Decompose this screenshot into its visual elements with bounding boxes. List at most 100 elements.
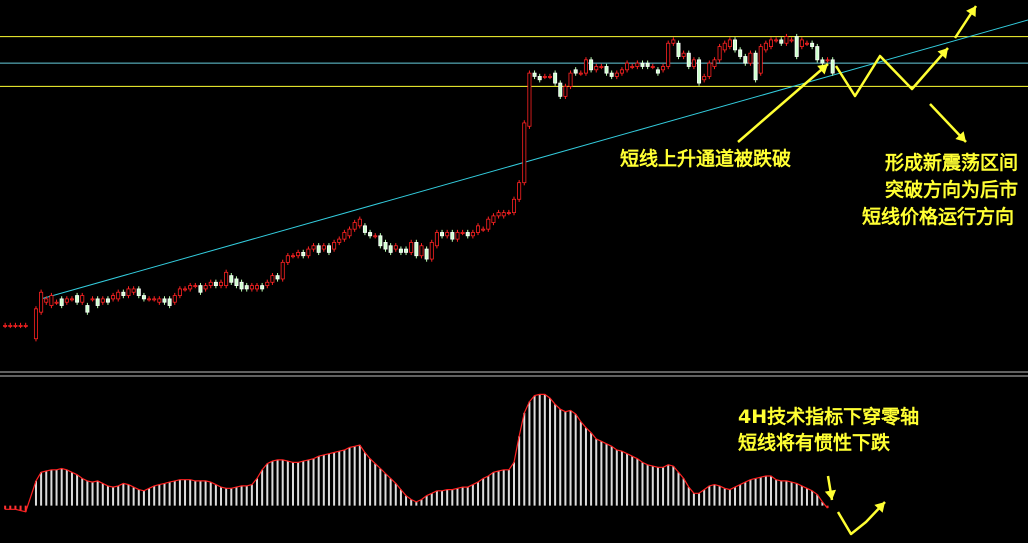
candle-body — [743, 56, 748, 64]
candle-body — [95, 298, 100, 306]
candle-body — [804, 42, 809, 45]
candle-body — [722, 42, 727, 51]
candle-body — [152, 298, 157, 301]
candle-body — [326, 245, 331, 253]
candle-body — [671, 39, 676, 44]
projected-path-arrow — [834, 47, 949, 98]
candle-body — [105, 298, 110, 303]
candle-body — [301, 251, 306, 257]
candle-body — [794, 36, 799, 57]
candle-body — [378, 235, 383, 247]
candle-body — [727, 39, 732, 47]
candle-body — [522, 122, 527, 184]
candle-body — [527, 72, 532, 127]
candle-body — [147, 298, 152, 301]
candle-body — [532, 72, 537, 77]
candle-body — [239, 281, 244, 290]
candle-body — [100, 298, 105, 303]
candle-body — [784, 36, 789, 44]
candle-body — [183, 288, 188, 291]
candle-body — [270, 275, 275, 283]
candle-body — [33, 308, 38, 340]
candle-body — [3, 325, 8, 327]
candle-body — [465, 232, 470, 237]
candle-body — [481, 228, 486, 231]
candle-body — [219, 281, 224, 286]
candle-body — [825, 59, 830, 62]
candle-body — [424, 248, 429, 260]
candle-body — [285, 255, 290, 263]
candle-body — [681, 52, 686, 57]
candle-body — [126, 288, 131, 296]
candle-body — [625, 62, 630, 71]
candle-body — [568, 72, 573, 87]
candle-body — [830, 59, 835, 74]
candle-body — [419, 245, 424, 257]
new-range-label-2: 突破方向为后市 — [885, 179, 1019, 201]
candle-body — [121, 291, 126, 296]
candle-body — [90, 298, 95, 301]
candle-body — [517, 182, 522, 200]
candle-body — [8, 325, 13, 327]
candle-body — [697, 59, 702, 84]
candle-body — [655, 69, 660, 74]
candle-body — [476, 225, 481, 233]
candle-body — [316, 245, 321, 253]
price-panel — [0, 19, 1028, 342]
pointer-to-breakdown-arrow-head — [817, 64, 828, 75]
candle-body — [244, 285, 249, 290]
candle-body — [337, 238, 342, 243]
candle-body — [661, 66, 666, 71]
candle-body — [275, 275, 280, 280]
candle-body — [290, 255, 295, 258]
indicator-panel — [4, 393, 829, 513]
candle-body — [116, 291, 121, 300]
indicator-label-1: 4H技术指标下穿零轴 — [738, 406, 920, 428]
indicator-line — [5, 393, 828, 513]
candle-body — [321, 245, 326, 250]
channel-broken-label: 短线上升通道被跌破 — [620, 148, 792, 170]
candle-body — [583, 59, 588, 74]
candle-body — [537, 76, 542, 81]
candle-body — [306, 248, 311, 257]
candle-body — [368, 232, 373, 237]
candle-body — [383, 242, 388, 250]
candle-body — [208, 281, 213, 286]
candle-body — [707, 62, 712, 77]
candle-body — [64, 298, 69, 303]
indicator-down-arrow-head — [824, 489, 837, 500]
candle-body — [434, 232, 439, 247]
candle-body — [157, 298, 162, 303]
candle-body — [131, 288, 136, 293]
candle-body — [501, 212, 506, 217]
candle-body — [167, 298, 172, 306]
candle-body — [75, 295, 80, 303]
candle-body — [429, 242, 434, 260]
candle-body — [54, 301, 59, 304]
candle-body — [357, 218, 362, 227]
candle-body — [39, 291, 44, 313]
candle-body — [547, 76, 552, 78]
candle-body — [594, 66, 599, 71]
candle-body — [553, 72, 558, 84]
candle-body — [162, 298, 167, 303]
candle-body — [496, 212, 501, 217]
candle-body — [172, 295, 177, 303]
candle-body — [311, 245, 316, 250]
candle-body — [234, 278, 239, 286]
candle-body — [774, 39, 779, 42]
candle-body — [460, 232, 465, 234]
candle-body — [676, 42, 681, 57]
uptrend-channel-line — [40, 19, 1028, 300]
candle-body — [512, 198, 517, 213]
indicator-projection-arrow — [836, 501, 886, 536]
annotation-arrows — [737, 5, 978, 536]
candle-body — [542, 76, 547, 78]
new-range-label-3: 短线价格运行方向 — [862, 206, 1015, 228]
pointer-to-breakdown-arrow — [737, 63, 829, 143]
candle-body — [609, 72, 614, 77]
candle-body — [789, 39, 794, 42]
candle-body — [506, 212, 511, 214]
candle-body — [409, 242, 414, 253]
